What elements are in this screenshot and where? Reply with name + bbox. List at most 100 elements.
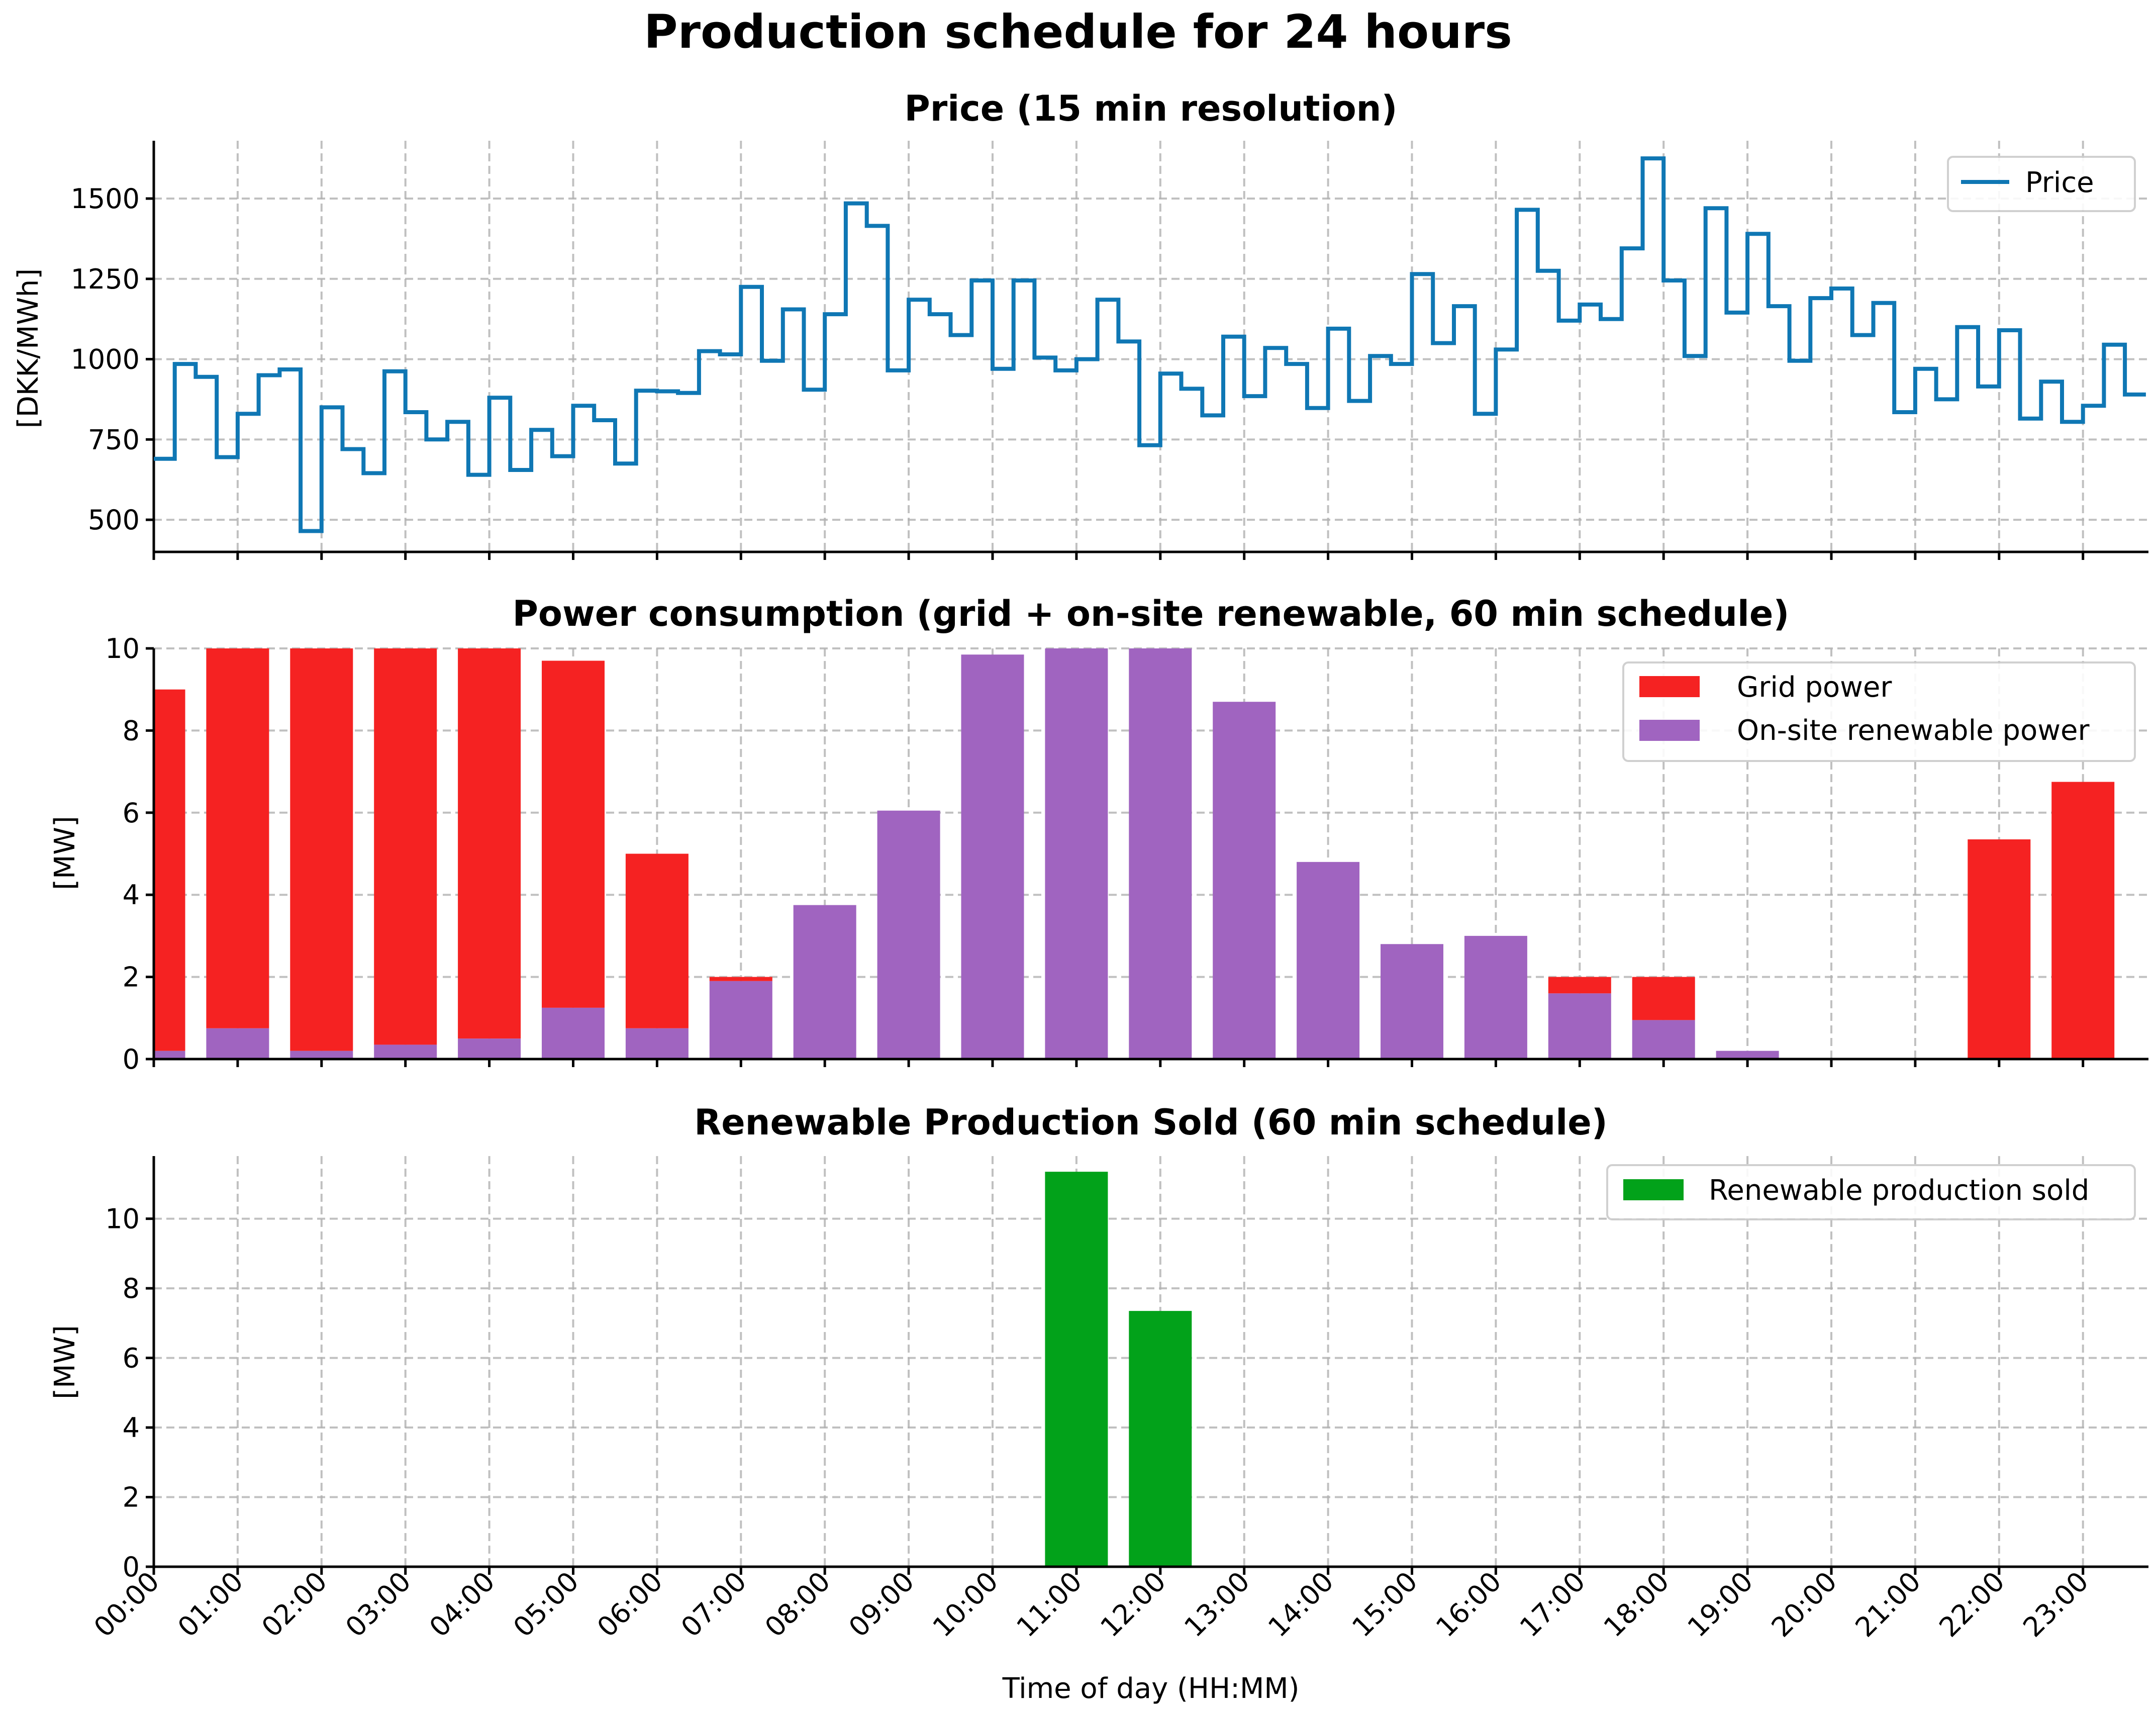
price-y-tick-label: 1500 (71, 183, 140, 215)
sold-legend: Renewable production sold (1606, 1164, 2136, 1220)
grid-power-bar (1548, 977, 1611, 994)
x-tick-label: 18:00 (1598, 1566, 1676, 1644)
x-tick-label: 05:00 (507, 1566, 585, 1644)
grid-power-legend-label: Grid power (1737, 671, 1892, 704)
x-tick-label: 08:00 (759, 1566, 837, 1644)
x-tick-label: 07:00 (675, 1566, 753, 1644)
renewable-bar (458, 1038, 521, 1059)
sold-y-tick-label: 10 (105, 1203, 140, 1235)
power-y-tick-label: 10 (105, 633, 140, 664)
grid-power-bar (154, 689, 185, 1051)
renewable-sold-panel: Renewable Production Sold (60 min schedu… (49, 1102, 2148, 1705)
grid-power-bar (1968, 839, 2031, 1059)
power-consumption-panel: Power consumption (grid + on-site renewa… (49, 593, 2148, 1075)
sold-y-tick-label: 4 (123, 1412, 140, 1444)
x-tick-label: 04:00 (423, 1566, 501, 1644)
sold-bar (1129, 1311, 1192, 1567)
renewable-bar (1297, 862, 1360, 1059)
sold-panel-title: Renewable Production Sold (60 min schedu… (694, 1102, 1607, 1143)
renewable-bar (374, 1044, 437, 1059)
renewable-bar (1632, 1020, 1695, 1059)
renewable-bar (1213, 702, 1276, 1059)
grid-power-bar (374, 648, 437, 1045)
x-tick-label: 13:00 (1178, 1566, 1256, 1644)
power-legend-box (1622, 661, 2136, 762)
renewable-legend-label: On-site renewable power (1737, 714, 2090, 747)
renewable-bar (793, 905, 856, 1059)
renewable-bar (1129, 648, 1192, 1059)
x-tick-label: 02:00 (255, 1566, 333, 1644)
price-y-tick-label: 750 (88, 424, 140, 455)
sold-y-tick-label: 2 (123, 1482, 140, 1513)
power-y-tick-label: 0 (123, 1043, 140, 1075)
sold-legend-swatch (1623, 1179, 1684, 1200)
sold-y-axis-label: [MW] (49, 1325, 81, 1399)
price-line (154, 156, 2146, 533)
sold-y-tick-label: 6 (123, 1343, 140, 1374)
grid-power-bar (542, 660, 605, 1008)
renewable-bar (154, 1051, 185, 1059)
sold-bar (1045, 1172, 1108, 1567)
x-tick-label: 21:00 (1849, 1566, 1927, 1644)
renewable-bar (877, 810, 940, 1059)
renewable-legend-swatch (1639, 720, 1700, 741)
renewable-bar (206, 1028, 269, 1059)
power-bars (154, 648, 2115, 1059)
x-tick-label: 23:00 (2017, 1566, 2095, 1644)
power-y-tick-label: 2 (123, 962, 140, 993)
renewable-bar (1548, 993, 1611, 1059)
x-tick-label: 11:00 (1011, 1566, 1089, 1644)
price-legend-box (1947, 156, 2136, 212)
x-tick-label: 09:00 (843, 1566, 921, 1644)
sold-axes: 0 2 4 6 8 10 (105, 1156, 2148, 1583)
x-tick-labels: 00:00 01:00 02:00 03:00 04:00 05:00 06:00 07:00… (88, 1566, 2095, 1644)
renewable-bar (961, 654, 1024, 1059)
sold-legend-box (1606, 1164, 2136, 1220)
x-tick-label: 10:00 (927, 1566, 1005, 1644)
grid-power-bar (2051, 782, 2115, 1059)
price-panel-title: Price (15 min resolution) (904, 88, 1397, 129)
x-tick-label: 20:00 (1766, 1566, 1843, 1644)
x-tick-label: 22:00 (1933, 1566, 2011, 1644)
x-tick-label: 01:00 (172, 1566, 250, 1644)
grid-power-bar (206, 648, 269, 1028)
price-panel: Price (15 min resolution) [DKK/MWh] 500 7… (12, 88, 2148, 560)
renewable-bar (290, 1051, 353, 1059)
price-legend-label: Price (2025, 166, 2094, 199)
renewable-bar (542, 1007, 605, 1059)
x-tick-label: 19:00 (1682, 1566, 1759, 1644)
x-tick-label: 14:00 (1262, 1566, 1340, 1644)
power-legend: Grid power On-site renewable power (1622, 661, 2136, 762)
price-y-tick-label: 1000 (71, 344, 140, 375)
power-y-tick-label: 8 (123, 715, 140, 746)
power-y-tick-label: 4 (123, 879, 140, 911)
grid-power-bar (709, 977, 772, 981)
power-axes: 0 2 4 6 8 10 (105, 633, 2148, 1075)
sold-y-tick-label: 8 (123, 1273, 140, 1304)
renewable-bar (1716, 1051, 1779, 1059)
grid-power-legend-swatch (1639, 676, 1700, 697)
sold-y-tick-label: 0 (123, 1551, 140, 1583)
grid-power-bar (458, 648, 521, 1039)
price-y-tick-label: 500 (88, 504, 140, 536)
sold-bars (1045, 1172, 1192, 1567)
price-gridlines (153, 141, 2148, 552)
price-y-tick-label: 1250 (71, 263, 140, 295)
x-axis-label: Time of day (HH:MM) (1002, 1672, 1300, 1705)
x-tick-label: 16:00 (1430, 1566, 1508, 1644)
renewable-bar (1381, 944, 1443, 1059)
price-axes: 500 750 1000 1250 1500 (71, 141, 2148, 560)
renewable-bar (1045, 648, 1108, 1059)
x-tick-label: 12:00 (1094, 1566, 1172, 1644)
price-legend: Price (1947, 156, 2136, 212)
x-tick-label: 03:00 (339, 1566, 417, 1644)
renewable-bar (625, 1028, 689, 1059)
x-tick-label: 17:00 (1514, 1566, 1592, 1644)
renewable-bar (1464, 935, 1527, 1059)
power-panel-title: Power consumption (grid + on-site renewa… (513, 593, 1790, 634)
power-y-axis-label: [MW] (49, 816, 81, 890)
grid-power-bar (625, 853, 689, 1028)
price-y-axis-label: [DKK/MWh] (12, 268, 45, 428)
power-y-tick-label: 6 (123, 797, 140, 829)
